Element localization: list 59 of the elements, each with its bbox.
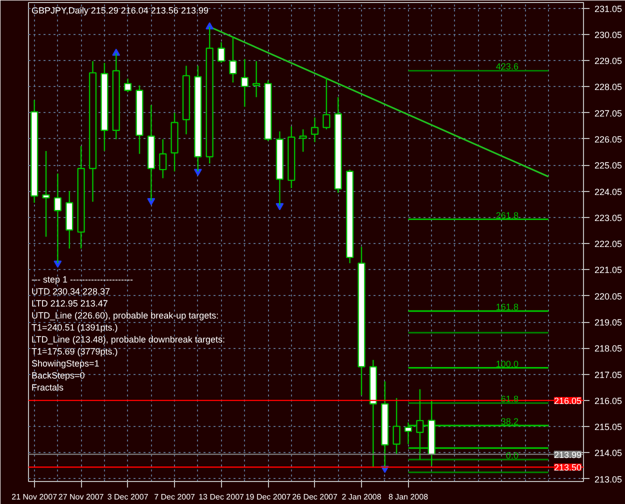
chart-title: GBPJPY,Daily 215.29 216.04 213.56 213.99 bbox=[32, 6, 208, 16]
y-tick-label: 228.05 bbox=[594, 82, 622, 92]
y-tick-label: 218.05 bbox=[594, 344, 622, 354]
series-label: 161.8 bbox=[496, 302, 518, 312]
series-label: 38.2 bbox=[500, 416, 518, 427]
y-tick-label: 224.05 bbox=[594, 186, 622, 197]
y-tick-label: 223.05 bbox=[594, 212, 622, 223]
annotation: LTD_Line (213.48), probable downbreak targets: bbox=[32, 334, 225, 344]
y-tick-label: 216.05 bbox=[594, 396, 622, 406]
x-tick-label: 2 Jan 2008 bbox=[342, 492, 382, 502]
series-label: 423.6 bbox=[496, 62, 518, 72]
candlestick bbox=[252, 60, 260, 98]
candlestick bbox=[240, 58, 248, 108]
candlestick bbox=[299, 128, 307, 152]
annotation: Fractals bbox=[32, 382, 64, 392]
candlestick bbox=[392, 397, 400, 454]
annotation: ShowingSteps=1 bbox=[32, 358, 100, 368]
y-tick-label: 220.05 bbox=[594, 291, 622, 302]
candlestick bbox=[217, 42, 226, 64]
series-label: 261.8 bbox=[496, 210, 518, 220]
x-tick-label: 19 Dec 2007 bbox=[245, 492, 292, 502]
annotation: UTD 230.34 228.37 bbox=[32, 286, 110, 296]
y-tick-label: 229.05 bbox=[594, 56, 622, 66]
x-tick-label: 21 Nov 2007 bbox=[12, 492, 58, 502]
y-tick-label: 231.05 bbox=[594, 4, 622, 14]
candlestick bbox=[310, 116, 319, 143]
candlestick bbox=[42, 150, 50, 238]
annotation: LTD 212.95 213.47 bbox=[32, 298, 108, 308]
annotation: T1=240.51 (1391pts.) bbox=[32, 322, 118, 332]
y-tick-label: 221.05 bbox=[594, 265, 622, 276]
ref-line-label: 213.50 bbox=[554, 462, 582, 473]
y-tick-label: 217.05 bbox=[594, 370, 622, 380]
y-tick-label: 227.05 bbox=[594, 108, 622, 118]
y-tick-label: 215.05 bbox=[594, 422, 622, 432]
annotation: BackSteps=0 bbox=[32, 370, 85, 380]
annotation: --- step 1 --------------------- bbox=[32, 274, 133, 284]
candlestick bbox=[124, 78, 132, 93]
candlestick bbox=[159, 138, 167, 179]
x-tick-label: 8 Jan 2008 bbox=[388, 492, 429, 502]
annotation: T1=175.69 (3779pts.) bbox=[32, 346, 118, 356]
ref-line-label: 213.99 bbox=[554, 450, 582, 460]
x-tick-label: 3 Dec 2007 bbox=[107, 492, 149, 502]
y-tick-label: 230.05 bbox=[594, 30, 622, 40]
ref-line-label: 216.05 bbox=[554, 396, 582, 406]
y-tick-label: 222.05 bbox=[594, 239, 622, 250]
candlestick bbox=[229, 36, 237, 84]
y-tick-label: 213.05 bbox=[594, 474, 622, 484]
y-tick-label: 225.05 bbox=[594, 160, 622, 171]
y-tick-label: 226.05 bbox=[594, 134, 622, 144]
point bbox=[206, 22, 214, 30]
series-label: 100.0 bbox=[496, 358, 518, 369]
annotation: UTD_Line (226.60), probable break-up targets: bbox=[32, 310, 219, 320]
x-tick-label: 27 Nov 2007 bbox=[58, 492, 104, 502]
x-tick-label: 26 Dec 2007 bbox=[292, 492, 338, 502]
x-tick-label: 7 Dec 2007 bbox=[154, 492, 196, 502]
x-tick-label: 13 Dec 2007 bbox=[198, 492, 245, 502]
y-tick-label: 219.05 bbox=[594, 318, 622, 328]
y-tick-label: 214.05 bbox=[594, 448, 622, 458]
candlestick bbox=[322, 76, 330, 130]
